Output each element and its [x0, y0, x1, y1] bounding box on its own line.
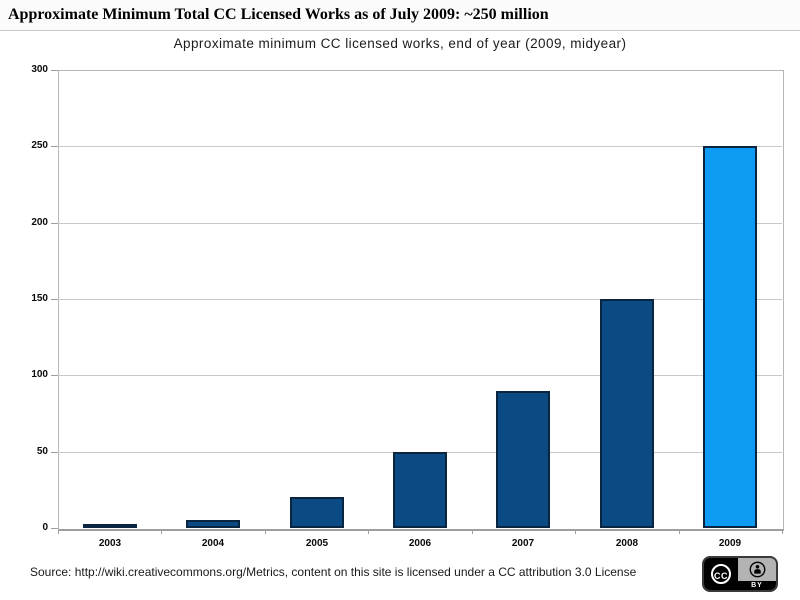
gridline-250 — [58, 146, 782, 147]
x-axis-label-2005: 2005 — [305, 538, 329, 549]
x-tick-1 — [161, 530, 162, 534]
gridline-150 — [58, 299, 782, 300]
y-axis-label-250: 250 — [31, 140, 48, 151]
by-label: BY — [738, 581, 776, 590]
x-axis-label-2008: 2008 — [615, 538, 639, 549]
y-tick-200 — [51, 223, 58, 224]
x-axis-label-2004: 2004 — [201, 538, 225, 549]
y-axis-label-0: 0 — [42, 522, 48, 533]
y-axis-label-200: 200 — [31, 217, 48, 228]
bar-2008 — [600, 299, 654, 528]
y-axis-label-50: 50 — [36, 446, 48, 457]
x-axis-label-2009: 2009 — [718, 538, 742, 549]
x-axis-label-2003: 2003 — [98, 538, 122, 549]
y-tick-50 — [51, 452, 58, 453]
bar-2006 — [393, 452, 447, 528]
bar-2004 — [186, 520, 240, 528]
gridline-100 — [58, 375, 782, 376]
x-tick-2 — [265, 530, 266, 534]
cc-by-section: BY — [738, 558, 776, 590]
y-tick-150 — [51, 299, 58, 300]
y-axis-label-100: 100 — [31, 369, 48, 380]
bar-2005 — [290, 497, 344, 528]
y-axis-label-300: 300 — [31, 64, 48, 75]
chart-title: Approximate minimum CC licensed works, e… — [173, 36, 627, 51]
bar-2007 — [496, 391, 550, 528]
bar-2009 — [703, 146, 757, 528]
y-tick-250 — [51, 146, 58, 147]
gridline-200 — [58, 223, 782, 224]
x-tick-5 — [575, 530, 576, 534]
x-tick-4 — [472, 530, 473, 534]
bar-2003 — [83, 524, 137, 528]
y-axis-label-150: 150 — [31, 293, 48, 304]
x-tick-0 — [58, 530, 59, 534]
page-title: Approximate Minimum Total CC Licensed Wo… — [8, 6, 549, 23]
cc-logo: CC — [704, 558, 738, 590]
cc-by-license-badge[interactable]: CC BY — [702, 556, 778, 592]
x-tick-3 — [368, 530, 369, 534]
y-tick-300 — [51, 70, 58, 71]
x-axis-label-2007: 2007 — [511, 538, 535, 549]
attribution-person-icon — [738, 558, 776, 581]
cc-circle-icon: CC — [711, 564, 731, 584]
page-header: Approximate Minimum Total CC Licensed Wo… — [0, 0, 800, 31]
source-attribution: Source: http://wiki.creativecommons.org/… — [30, 565, 637, 579]
y-tick-100 — [51, 375, 58, 376]
x-tick-6 — [679, 530, 680, 534]
x-tick-7 — [782, 530, 783, 534]
x-axis-label-2006: 2006 — [408, 538, 432, 549]
y-tick-0 — [51, 528, 58, 529]
